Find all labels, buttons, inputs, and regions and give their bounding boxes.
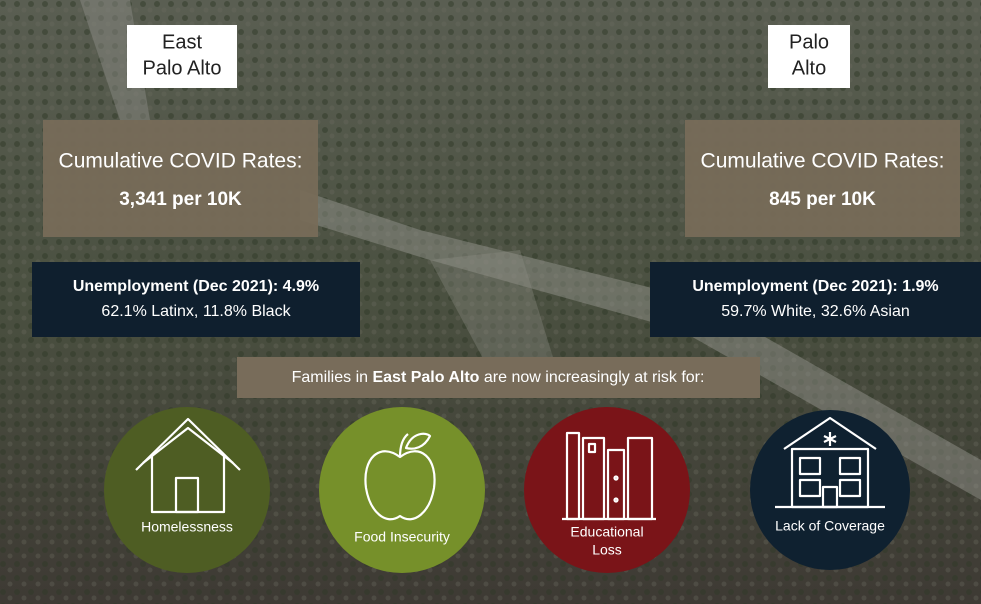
risk-label: Homelessness (141, 519, 233, 535)
unemployment-box (32, 262, 360, 337)
covid-box (685, 120, 960, 237)
unemployment-demographics: 62.1% Latinx, 11.8% Black (101, 303, 291, 320)
unemployment-box (650, 262, 981, 337)
risk-label: Food Insecurity (354, 529, 450, 545)
location-label: Alto (792, 57, 826, 79)
location-label: East (162, 31, 202, 53)
unemployment-title: Unemployment (Dec 2021): 1.9% (692, 278, 938, 295)
unemployment-demographics: 59.7% White, 32.6% Asian (721, 303, 910, 320)
covid-rate: 3,341 per 10K (119, 189, 242, 210)
page: East Palo Alto Cumulative COVID Rates: 3,34… (0, 0, 981, 604)
location-label: Palo Alto (143, 57, 222, 79)
slide: East Palo Alto Cumulative COVID Rates: 3,34… (0, 0, 981, 604)
banner-emphasis: East Palo Alto (372, 369, 479, 386)
covid-title: Cumulative COVID Rates: (701, 150, 945, 173)
risk-label: Loss (592, 542, 622, 558)
covid-box (43, 120, 318, 237)
covid-title: Cumulative COVID Rates: (59, 150, 303, 173)
banner-prefix: Families in (292, 369, 373, 386)
banner-suffix: are now increasingly at risk for: (479, 369, 704, 386)
risk-label: Lack of Coverage (775, 518, 885, 534)
risk-banner: Families in East Palo Alto are now incre… (237, 357, 760, 398)
location-label: Palo (789, 31, 829, 53)
risk-label: Educational (570, 524, 643, 540)
risk-circle (104, 407, 270, 573)
covid-rate: 845 per 10K (769, 189, 876, 210)
unemployment-title: Unemployment (Dec 2021): 4.9% (73, 278, 319, 295)
risk-circle (319, 407, 485, 573)
banner-text: Families in East Palo Alto are now incre… (292, 369, 705, 386)
